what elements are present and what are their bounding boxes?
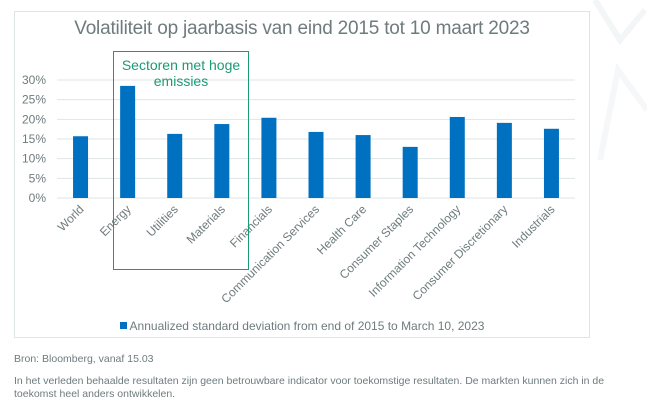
chart-frame	[14, 11, 590, 338]
bar-communication-services	[308, 131, 324, 198]
disclaimer-text: In het verleden behaalde resultaten zijn…	[14, 375, 605, 400]
chart-legend: Annualized standard deviation from end o…	[14, 319, 590, 333]
bar-consumer-discretionary	[496, 122, 512, 198]
high-emission-sectors-box	[113, 51, 249, 270]
bar-financials	[261, 117, 277, 198]
bar-health-care	[355, 135, 371, 198]
x-tick-label: Consumer Discretionary	[410, 202, 511, 303]
bar-materials	[214, 124, 230, 198]
bar-industrials	[543, 128, 559, 198]
bar-consumer-staples	[402, 146, 418, 198]
y-tick-label: 15%	[22, 132, 46, 146]
y-tick-label: 0%	[29, 191, 47, 205]
bar-information-technology	[449, 116, 465, 198]
y-tick-label: 20%	[22, 112, 46, 126]
bar-world	[73, 136, 89, 198]
x-tick-label: Information Technology	[366, 202, 463, 299]
bar-utilities	[167, 133, 183, 198]
source-note: Bron: Bloomberg, vanaf 15.03	[14, 353, 154, 365]
y-tick-label: 30%	[22, 73, 46, 87]
legend-label: Annualized standard deviation from end o…	[129, 319, 485, 333]
high-emission-sectors-label: Sectoren met hoge emissies	[121, 57, 241, 89]
y-tick-label: 5%	[29, 171, 47, 185]
background-decoration	[592, 0, 647, 161]
bars	[73, 85, 559, 198]
y-tick-label: 10%	[22, 152, 46, 166]
y-tick-label: 25%	[22, 93, 46, 107]
x-tick-label: World	[55, 202, 87, 234]
y-axis-ticks: 0% 5% 10% 15% 20% 25% 30%	[22, 73, 46, 205]
legend-swatch-icon	[119, 322, 127, 329]
chart-title: Volatiliteit op jaarbasis van eind 2015 …	[74, 18, 530, 39]
bar-energy	[120, 85, 136, 198]
x-tick-label: Industrials	[509, 202, 558, 251]
